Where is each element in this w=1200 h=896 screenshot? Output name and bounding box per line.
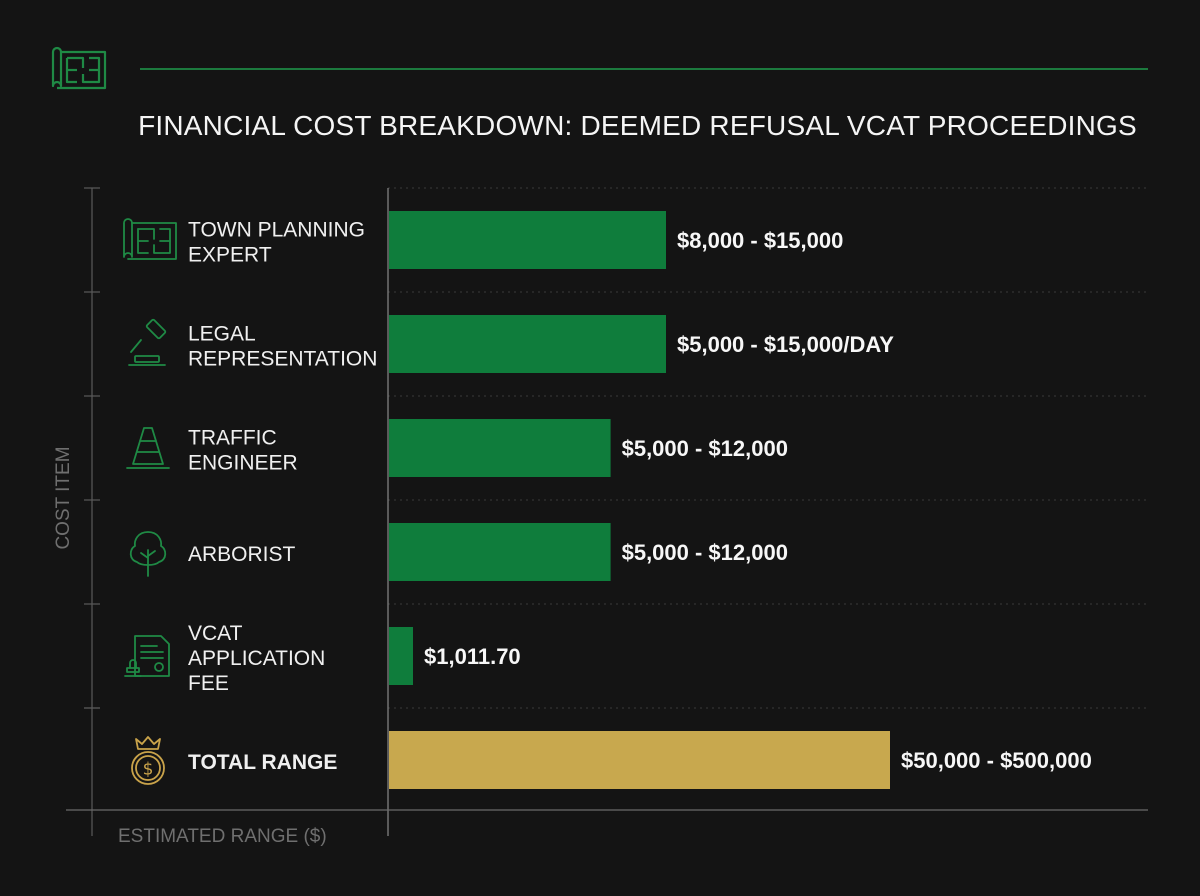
traffic-cone-icon: [126, 427, 170, 469]
tree-icon: [129, 531, 167, 577]
header-rule: [140, 68, 1148, 70]
value-label: $5,000 - $12,000: [622, 436, 788, 461]
cost-bar: [389, 315, 666, 373]
category-label: TOTAL RANGE: [188, 751, 337, 774]
category-label: TRAFFIC ENGINEER: [188, 427, 298, 475]
value-label: $1,011.70: [424, 644, 521, 669]
cost-bar: [389, 211, 666, 269]
value-label: $50,000 - $500,000: [901, 748, 1092, 773]
category-label: VCAT APPLICATION FEE: [188, 622, 325, 695]
svg-text:$: $: [143, 760, 154, 780]
blueprint-icon: [51, 46, 107, 90]
document-stamp-icon: [124, 635, 170, 677]
category-label: TOWN PLANNING EXPERT: [188, 219, 365, 267]
chart-title: FINANCIAL COST BREAKDOWN: DEEMED REFUSAL…: [138, 110, 1137, 141]
value-label: $5,000 - $15,000/DAY: [677, 332, 894, 357]
cost-bar: [389, 523, 611, 581]
y-axis-title: COST ITEM: [53, 446, 74, 549]
blueprint-icon: [123, 218, 177, 260]
category-label: ARBORIST: [188, 543, 296, 566]
gavel-icon: [128, 318, 167, 366]
cost-bar: [389, 627, 413, 685]
value-label: $8,000 - $15,000: [677, 228, 843, 253]
cost-bar: [389, 419, 611, 477]
x-axis-title: ESTIMATED RANGE ($): [118, 826, 327, 847]
money-crown-icon: $: [131, 736, 165, 785]
total-bar: [389, 731, 890, 789]
value-label: $5,000 - $12,000: [622, 540, 788, 565]
category-label: LEGAL REPRESENTATION: [188, 323, 377, 371]
